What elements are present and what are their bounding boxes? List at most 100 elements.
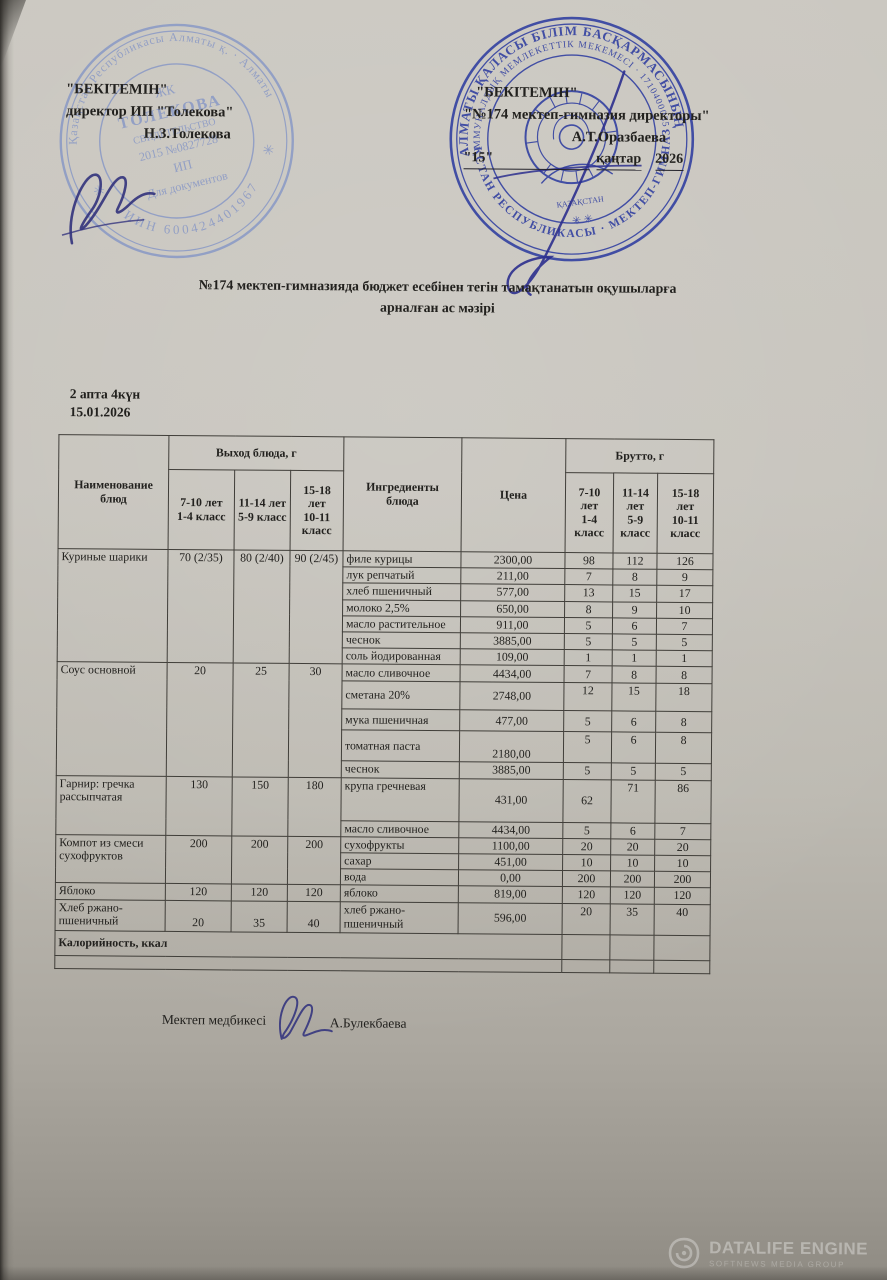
brutto-3: 8 — [655, 711, 712, 734]
ingredient-name: филе курицы — [342, 550, 462, 568]
ingredient-price: 2300,00 — [460, 551, 566, 569]
brutto-3: 7 — [656, 618, 713, 635]
brutto-3: 10 — [654, 855, 711, 872]
portion-3: 30 — [288, 663, 343, 778]
brutto-3: 5 — [656, 634, 713, 651]
brutto-3: 18 — [655, 683, 713, 713]
week-day-label: 2 апта 4күн — [69, 386, 141, 402]
ingredient-name: томатная паста — [341, 730, 460, 763]
ingredient-price: 2748,00 — [459, 682, 565, 711]
ingredient-name: чеснок — [341, 761, 460, 779]
brutto-1: 62 — [562, 779, 612, 823]
table-row: Гарнир: гречка рассыпчатая 130 150 180 к… — [55, 775, 712, 837]
ingredient-price: 650,00 — [460, 600, 565, 618]
approval-left-role: директор ИП "Толекова" — [65, 102, 234, 121]
brutto-1: 5 — [563, 762, 612, 780]
portion-2: 120 — [231, 884, 288, 902]
brutto-2: 6 — [610, 822, 655, 840]
col-header-dish: Наименование блюд — [58, 434, 169, 550]
brutto-1: 1 — [564, 649, 613, 667]
ingredient-price: 3885,00 — [460, 632, 565, 650]
brutto-1: 10 — [562, 854, 611, 872]
portion-1: 20 — [166, 662, 234, 777]
brutto-2: 6 — [611, 732, 656, 764]
ingredient-price: 431,00 — [458, 778, 564, 823]
brutto-1: 98 — [564, 552, 614, 570]
brutto-1: 12 — [563, 682, 613, 712]
brutto-2: 8 — [612, 666, 657, 684]
dish-name: Яблоко — [55, 883, 166, 901]
nurse-signature — [279, 995, 333, 1040]
ingredient-price: 911,00 — [460, 616, 565, 634]
approval-block-left: "БЕКІТЕМІН" директор ИП "Толекова" Н.З.Т… — [66, 79, 234, 146]
portion-3: 200 — [287, 836, 341, 886]
ingredient-name: хлеб пшеничный — [342, 583, 461, 601]
brutto-1: 20 — [562, 838, 611, 855]
col-header-ingredients: Ингредиенты блюда — [343, 436, 462, 552]
ingredient-price: 211,00 — [460, 567, 565, 585]
date-day: "15" — [463, 147, 494, 170]
brutto-3: 8 — [656, 666, 713, 685]
director-signature — [61, 173, 156, 245]
ingredient-price: 819,00 — [458, 886, 563, 904]
col-header-brutto-group: Брутто, г — [565, 438, 714, 474]
ingredient-name: сметана 20% — [341, 681, 461, 711]
document-title: №174 мектеп-гимназияда бюджет есебінен т… — [97, 273, 777, 321]
nurse-name: А.Булекбаева — [329, 1015, 407, 1031]
date-year: 2026 — [655, 149, 684, 172]
portion-3: 180 — [287, 777, 342, 837]
ingredient-price: 4434,00 — [460, 665, 565, 683]
brutto-2: 9 — [612, 601, 657, 619]
brutto-2: 112 — [612, 552, 658, 570]
brutto-3: 200 — [654, 871, 711, 889]
brutto-2: 120 — [610, 887, 655, 904]
ingredient-name: вода — [340, 869, 459, 887]
brutto-2: 1 — [612, 650, 657, 667]
brutto-3: 10 — [656, 601, 713, 619]
dish-name: Хлеб ржано-пшеничный — [55, 899, 166, 932]
ingredient-price: 596,00 — [458, 902, 563, 935]
menu-meta: 2 апта 4күн 15.01.2026 — [70, 385, 141, 422]
approval-left-name: Н.З.Толекова — [143, 125, 231, 142]
title-line1: №174 мектеп-гимназияда бюджет есебінен т… — [198, 277, 677, 296]
title-line2: арналған ас мәзірі — [380, 299, 495, 316]
dish-name: Компот из смеси сухофруктов — [55, 834, 166, 884]
kcal-brutto-2 — [609, 934, 655, 960]
ingredient-name: сахар — [340, 852, 459, 870]
ingredient-price: 477,00 — [459, 710, 564, 732]
kcal-brutto-3 — [653, 934, 711, 961]
ingredient-name: чеснок — [342, 631, 461, 649]
brutto-1: 5 — [564, 617, 613, 634]
nurse-label: Мектеп медбикесі — [161, 1011, 267, 1028]
ingredient-name: крупа гречневая — [340, 777, 460, 822]
brutto-3: 8 — [655, 732, 712, 765]
col-header-price: Цена — [461, 437, 566, 553]
portion-2: 200 — [231, 835, 288, 885]
brutto-1: 5 — [563, 731, 612, 764]
brutto-1: 5 — [562, 822, 611, 839]
ingredient-price: 1100,00 — [458, 837, 563, 855]
brutto-3: 1 — [656, 650, 713, 668]
portion-2: 80 (2/40) — [233, 549, 291, 664]
brutto-2: 5 — [611, 763, 656, 780]
col-header-output-group: Выход блюда, г — [168, 435, 344, 471]
menu-table: Наименование блюд Выход блюда, г Ингреди… — [54, 434, 715, 974]
portion-1: 20 — [165, 900, 232, 932]
ingredient-name: масло сливочное — [340, 820, 459, 838]
table-row: Хлеб ржано-пшеничный 20 35 40 хлеб ржано… — [55, 899, 711, 936]
brutto-2: 15 — [612, 585, 657, 602]
col-header-age2: 11-14 лет 5-9 класс — [234, 469, 291, 551]
col-header-age3: 15-18 лет 10-11 класс — [290, 470, 344, 551]
ingredient-name: хлеб ржано-пшеничный — [340, 901, 459, 934]
ingredient-name: масло растительное — [342, 615, 461, 633]
watermark: DATALIFE ENGINE SOFTNEWS MEDIA GROUP — [667, 1236, 868, 1272]
approval-left-heading: "БЕКІТЕМІН" — [66, 81, 168, 98]
brutto-3: 86 — [654, 779, 712, 824]
brutto-3: 5 — [655, 763, 712, 781]
approval-right-role: "№174 мектеп-гимназия директоры" — [463, 106, 710, 124]
ingredient-name: соль йодированная — [342, 648, 461, 666]
portion-1: 200 — [165, 835, 232, 885]
brutto-3: 126 — [656, 553, 714, 570]
brutto-1: 7 — [564, 568, 613, 586]
